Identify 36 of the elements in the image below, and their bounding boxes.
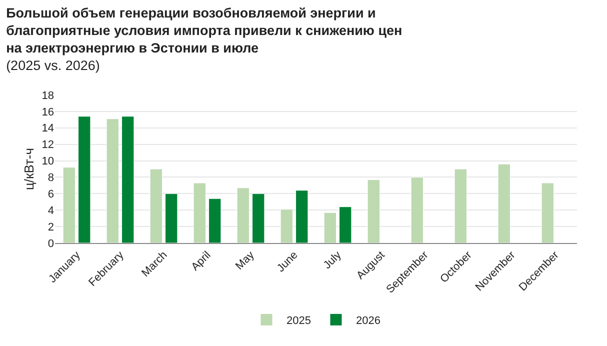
y-tick-label: 18 xyxy=(42,90,54,102)
x-tick-label: July xyxy=(321,248,344,272)
bar xyxy=(150,168,162,243)
chart-title: Большой объем генерации возобновляемой энергии и благоприятные условия импорта привели к снижению цен на электроэнергию в Эстонии в июле xyxy=(6,5,402,56)
x-tick-label: May xyxy=(234,248,258,272)
bar xyxy=(62,167,76,243)
bar xyxy=(122,116,134,243)
bar xyxy=(296,190,308,243)
y-tick-label: 0 xyxy=(48,238,54,250)
bar xyxy=(106,118,119,243)
bar xyxy=(252,193,265,243)
y-tick-label: 8 xyxy=(48,172,54,184)
legend-label: 2025 xyxy=(286,314,311,327)
bar xyxy=(324,212,336,243)
legend-label: 2026 xyxy=(356,314,380,327)
bar xyxy=(208,198,222,243)
bar xyxy=(498,164,510,243)
chart-subtitle: (2025 vs. 2026) xyxy=(6,58,100,73)
y-tick-label: 6 xyxy=(48,188,54,201)
bar xyxy=(78,116,91,243)
bar xyxy=(193,182,206,243)
y-tick-label: 2 xyxy=(48,221,54,234)
bar xyxy=(280,209,293,243)
bar xyxy=(541,182,554,243)
y-axis-title: ц/кВт-ч xyxy=(22,148,37,190)
bar xyxy=(454,168,467,243)
y-tick-label: 4 xyxy=(48,204,54,217)
bar xyxy=(367,179,380,243)
bar xyxy=(165,193,178,243)
y-tick-label: 14 xyxy=(42,122,54,135)
bar xyxy=(410,176,424,243)
bar xyxy=(339,206,352,243)
y-tick-label: 16 xyxy=(42,106,54,118)
bar xyxy=(236,188,250,243)
y-tick-label: 10 xyxy=(42,156,54,168)
y-tick-label: 12 xyxy=(42,139,54,152)
